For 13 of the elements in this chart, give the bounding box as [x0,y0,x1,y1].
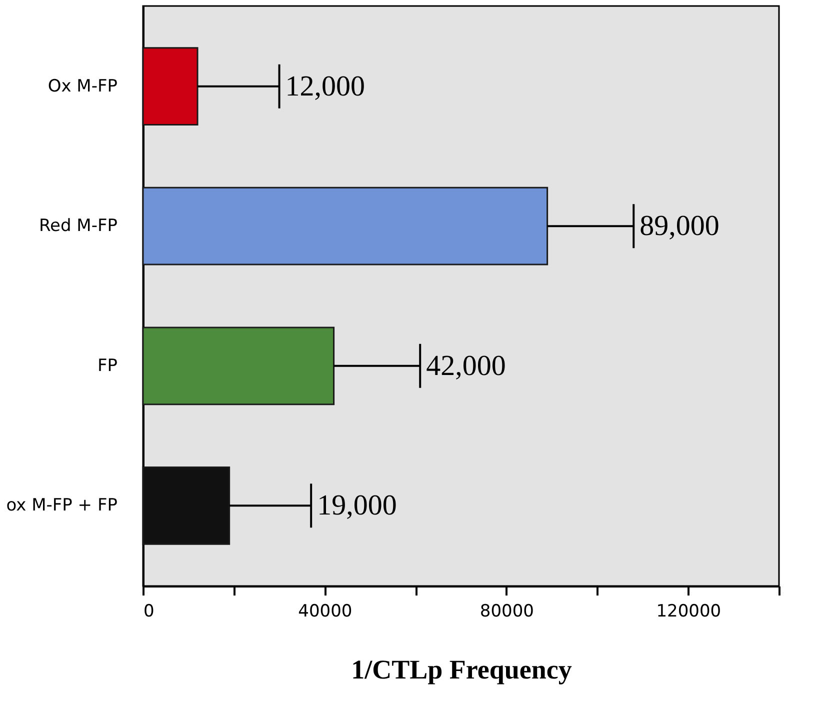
data-label: 42,000 [426,350,506,382]
data-label: 89,000 [640,210,720,242]
x-tick-label: 80000 [480,602,534,622]
y-tick-label: ox M-FP + FP [6,496,118,516]
data-label: 12,000 [285,70,366,102]
y-tick-label: FP [97,356,118,376]
x-tick-label: 0 [144,602,154,622]
y-tick-label: Red M-FP [38,216,118,236]
x-tick-label: 40000 [298,602,352,622]
x-tick-label: 120000 [656,602,722,622]
data-label: 19,000 [317,490,397,522]
y-tick-label: Ox M-FP [48,76,118,96]
x-axis-title: 1/CTLp Frequency [351,654,572,684]
